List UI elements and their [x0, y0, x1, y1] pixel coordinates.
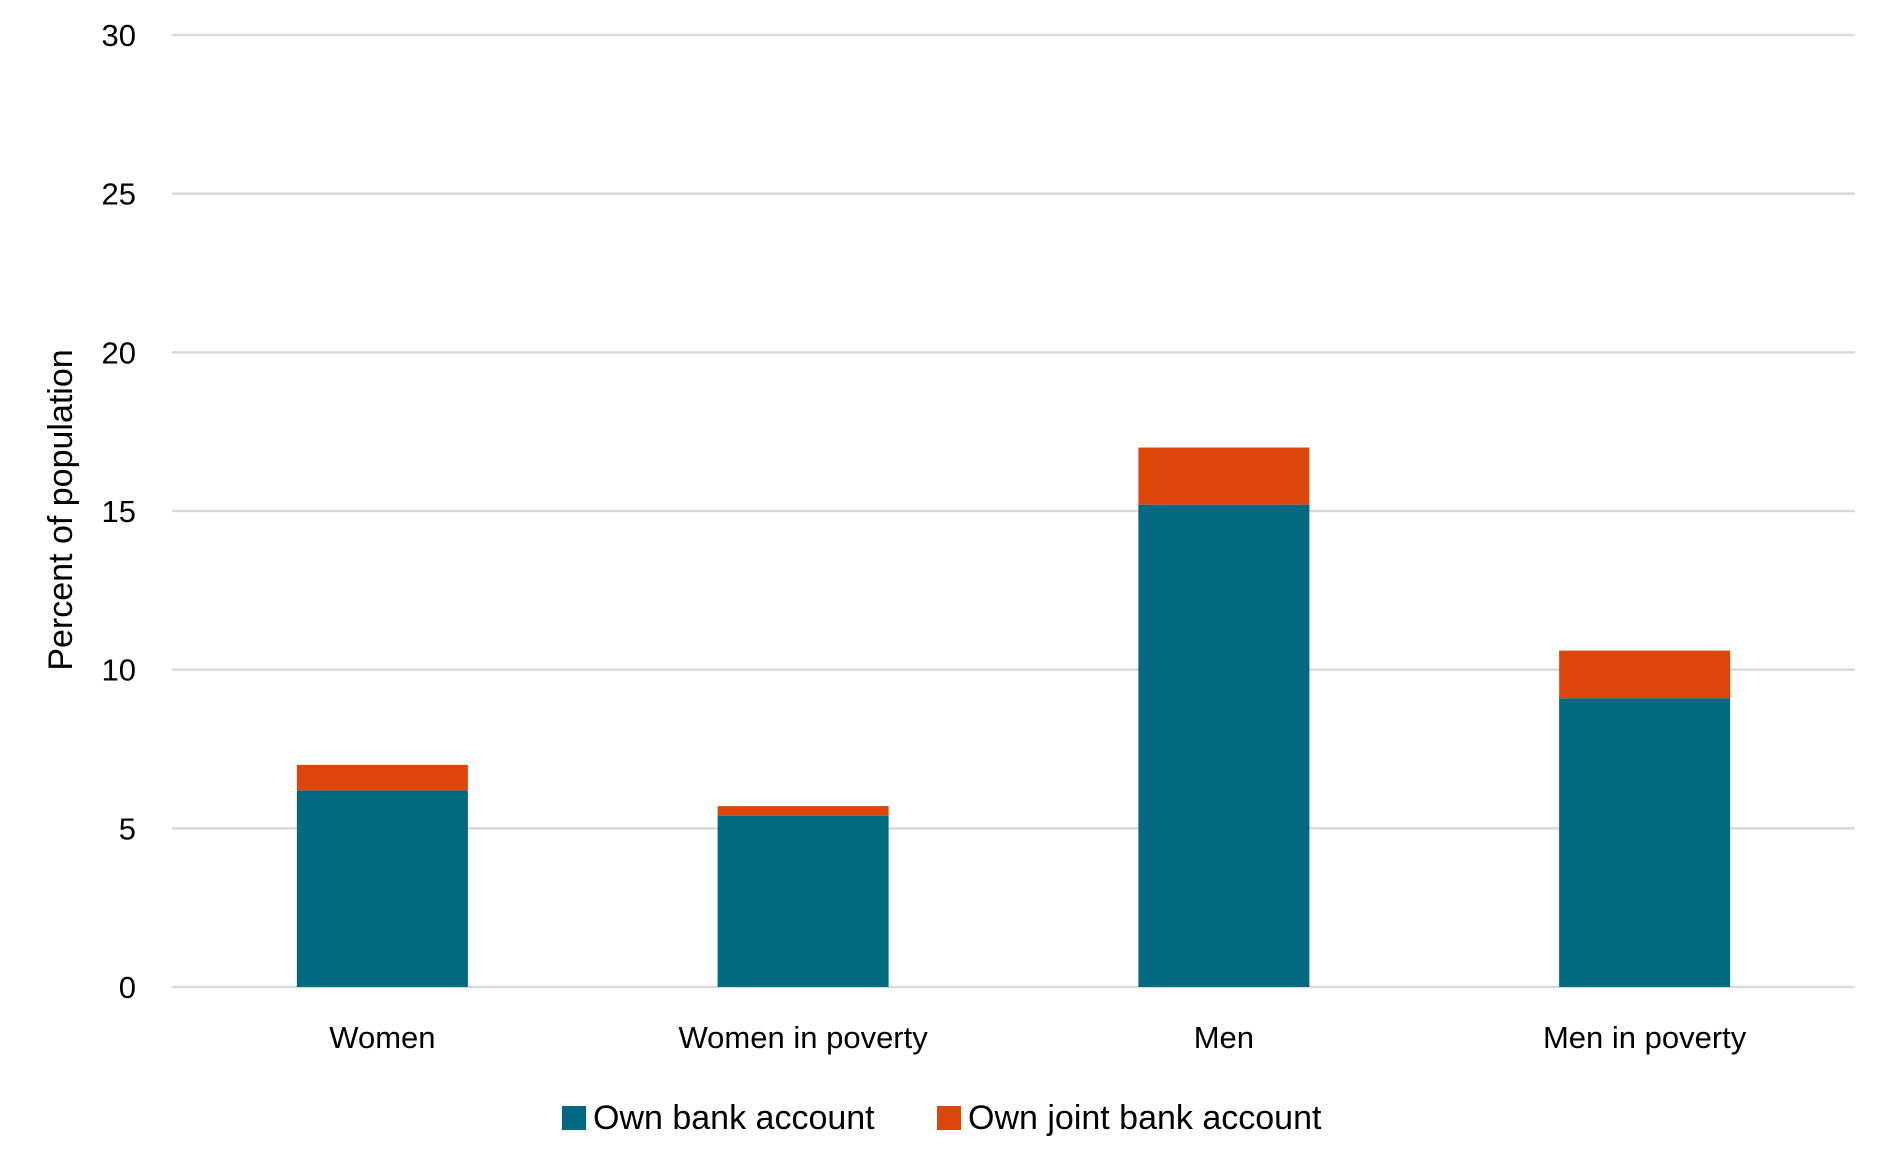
y-axis-ticks: 0 5 10 15 20 25 30 [102, 18, 136, 1005]
x-axis-categories: Women Women in poverty Men Men in poverty [329, 1020, 1747, 1055]
bar-segment-own [1559, 698, 1731, 987]
bar-segment-joint [717, 806, 889, 816]
bar-segment-own [717, 815, 889, 987]
x-tick-label: Women [329, 1020, 435, 1055]
bar-segment-own [1138, 504, 1310, 987]
y-tick-label: 5 [119, 811, 136, 846]
y-axis-title: Percent of population [42, 349, 80, 670]
y-tick-label: 0 [119, 970, 136, 1005]
bar-segment-joint [1559, 650, 1731, 699]
x-tick-label: Men in poverty [1543, 1020, 1747, 1055]
bar-segment-own [296, 790, 468, 987]
y-tick-label: 30 [102, 18, 136, 53]
x-tick-label: Men [1194, 1020, 1254, 1055]
y-tick-label: 15 [102, 494, 136, 529]
y-tick-label: 25 [102, 177, 136, 212]
legend-swatch [562, 1106, 586, 1130]
bar-segment-joint [296, 764, 468, 791]
legend-label: Own bank account [593, 1099, 875, 1137]
x-tick-label: Women in poverty [678, 1020, 928, 1055]
y-tick-label: 20 [102, 335, 136, 370]
bars [296, 447, 1731, 987]
legend: Own bank account Own joint bank account [562, 1099, 1322, 1137]
legend-swatch [937, 1106, 961, 1130]
legend-label: Own joint bank account [968, 1099, 1322, 1137]
bar-segment-joint [1138, 447, 1310, 505]
y-tick-label: 10 [102, 653, 136, 688]
